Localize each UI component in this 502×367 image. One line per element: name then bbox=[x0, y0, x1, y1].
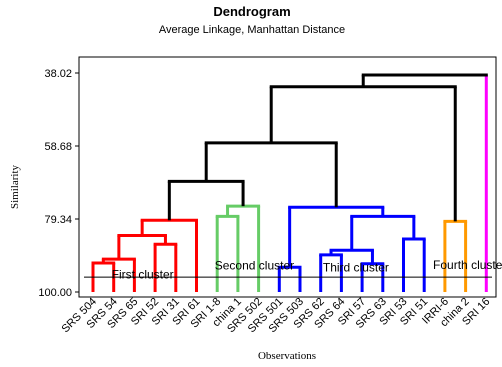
dendrogram-links bbox=[91, 73, 488, 292]
y-tick-label: 79.34 bbox=[44, 214, 72, 226]
y-tick-label: 38.02 bbox=[44, 68, 72, 80]
y-tick-label: 58.68 bbox=[44, 141, 72, 153]
y-tick-label: 100.00 bbox=[38, 287, 72, 299]
cluster-label: Fourth cluster bbox=[433, 258, 502, 272]
cluster-label: Second cluster bbox=[215, 258, 294, 272]
y-axis-label: Similarity bbox=[9, 165, 21, 210]
plot-frame bbox=[78, 56, 497, 298]
cluster-labels: First cluster Second cluster Third cluster… bbox=[112, 258, 502, 282]
x-axis-label: Observations bbox=[258, 350, 316, 362]
y-axis: 38.02 58.68 79.34 100.00 bbox=[38, 68, 79, 299]
chart-title: Dendrogram bbox=[213, 4, 290, 19]
cluster-label: Third cluster bbox=[323, 260, 389, 274]
chart-subtitle: Average Linkage, Manhattan Distance bbox=[159, 24, 345, 36]
cluster-label: First cluster bbox=[112, 267, 174, 281]
